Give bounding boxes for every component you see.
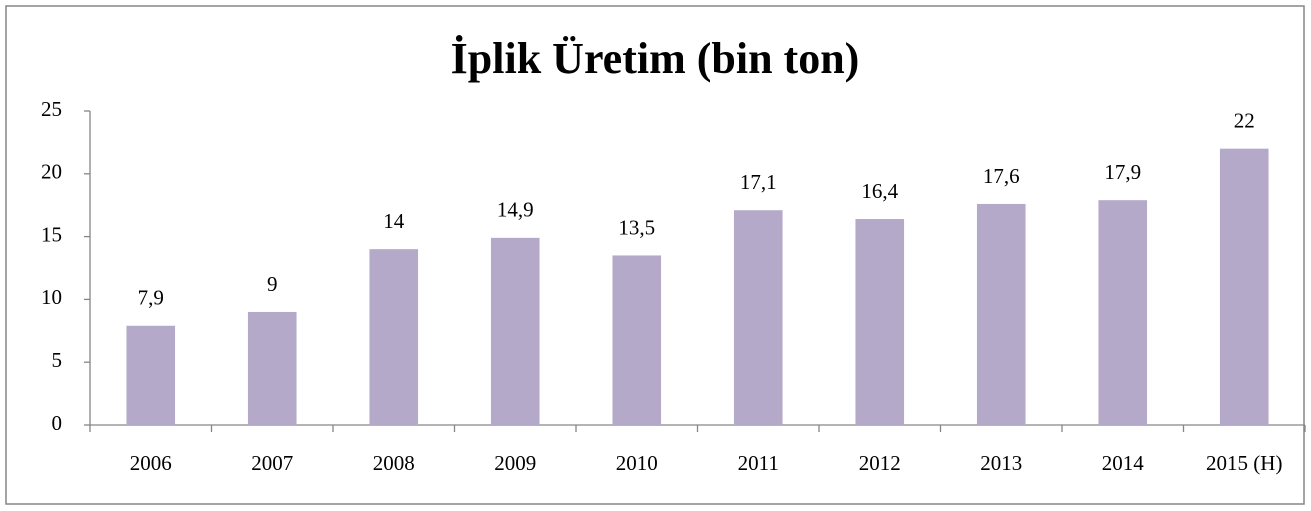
data-label: 14 (383, 209, 405, 233)
bar (369, 249, 419, 425)
x-tick-label: 2007 (251, 451, 293, 475)
bar (733, 210, 783, 425)
x-tick-label: 2013 (980, 451, 1022, 475)
bar (1098, 200, 1148, 425)
y-tick-label: 5 (52, 348, 63, 372)
bar (612, 255, 662, 425)
x-tick-label: 2015 (H) (1206, 451, 1282, 475)
y-tick-label: 20 (41, 160, 62, 184)
data-label: 22 (1234, 108, 1255, 132)
chart-title: İplik Üretim (bin ton) (451, 34, 860, 83)
x-tick-label: 2014 (1102, 451, 1145, 475)
data-label: 17,1 (740, 170, 777, 194)
bar (247, 311, 297, 425)
y-tick-label: 0 (52, 411, 63, 435)
data-label: 9 (267, 272, 278, 296)
bar (1219, 148, 1269, 425)
data-label: 13,5 (618, 215, 655, 239)
bar (126, 325, 176, 425)
data-label: 17,6 (983, 164, 1020, 188)
bar (855, 219, 905, 425)
bar (976, 203, 1026, 425)
x-tick-label: 2006 (130, 451, 172, 475)
x-tick-label: 2012 (859, 451, 901, 475)
data-label: 16,4 (861, 179, 898, 203)
x-tick-label: 2010 (616, 451, 658, 475)
y-tick-label: 10 (41, 285, 62, 309)
y-tick-label: 25 (41, 97, 62, 121)
x-tick-label: 2011 (738, 451, 779, 475)
y-tick-label: 15 (41, 222, 62, 246)
x-tick-label: 2009 (494, 451, 536, 475)
data-label: 7,9 (138, 286, 164, 310)
data-label: 17,9 (1104, 160, 1141, 184)
data-label: 14,9 (497, 198, 534, 222)
x-tick-label: 2008 (373, 451, 415, 475)
bar (490, 237, 540, 425)
